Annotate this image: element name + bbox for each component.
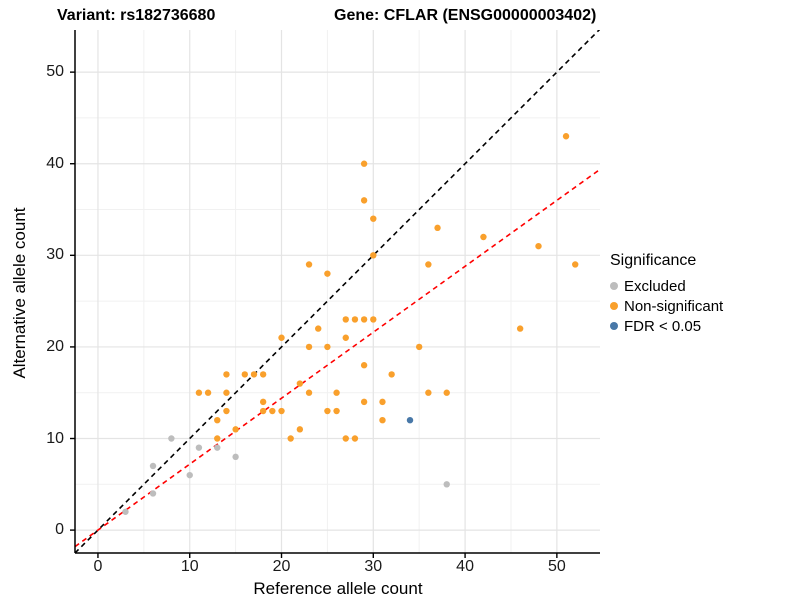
data-point-non-significant [241, 371, 248, 378]
data-point-non-significant [333, 389, 340, 396]
data-point-non-significant [259, 407, 267, 415]
y-tick-label: 20 [46, 337, 64, 355]
x-tick-label: 50 [547, 558, 566, 575]
data-point-excluded [195, 444, 203, 451]
legend-item-excluded: Excluded [610, 276, 723, 296]
legend-label-excluded: Excluded [624, 277, 686, 295]
excluded-dot-icon [610, 282, 618, 290]
data-point-non-significant [370, 252, 377, 259]
data-point-excluded [186, 471, 193, 479]
y-tick-label: 10 [46, 429, 64, 447]
data-point-non-significant [360, 362, 368, 369]
data-point-excluded [122, 508, 129, 515]
legend-label-fdr: FDR < 0.05 [624, 317, 702, 335]
data-point-non-significant [287, 435, 294, 442]
data-point-non-significant [379, 398, 386, 406]
data-point-non-significant [480, 233, 487, 241]
data-point-non-significant [562, 133, 570, 140]
data-point-non-significant [214, 435, 221, 442]
legend: Significance Excluded Non-significant FD… [610, 252, 723, 336]
data-point-non-significant [305, 343, 313, 351]
data-point-non-significant [379, 416, 386, 424]
data-point-excluded [214, 444, 221, 451]
data-point-non-significant [223, 407, 230, 415]
y-axis-title: Alternative allele count [10, 207, 29, 379]
data-point-non-significant [204, 389, 212, 396]
data-point-excluded [149, 490, 157, 497]
data-point-non-significant [351, 435, 359, 442]
data-point-non-significant [425, 389, 432, 396]
data-point-non-significant [370, 316, 377, 323]
data-point-non-significant [250, 371, 258, 378]
data-point-non-significant [324, 343, 331, 351]
non-significant-dot-icon [610, 302, 618, 310]
y-tick-label: 40 [46, 154, 64, 172]
data-point-non-significant [415, 343, 423, 351]
data-point-non-significant [351, 316, 359, 323]
data-point-non-significant [324, 407, 331, 415]
y-tick-label: 30 [46, 246, 64, 264]
x-tick-label: 10 [180, 558, 199, 575]
variant-title: Variant: rs182736680 [57, 7, 216, 24]
data-point-excluded [168, 435, 175, 442]
data-point-fdr-0-05 [406, 416, 414, 424]
x-tick-label: 40 [456, 558, 474, 575]
data-point-non-significant [333, 407, 340, 415]
data-point-non-significant [315, 325, 322, 332]
data-point-non-significant [232, 426, 239, 433]
y-tick-label: 0 [55, 521, 64, 539]
data-point-non-significant [305, 389, 313, 396]
data-point-non-significant [278, 407, 285, 415]
data-point-non-significant [259, 371, 267, 378]
data-point-non-significant [305, 261, 313, 268]
data-point-non-significant [443, 389, 450, 396]
legend-title: Significance [610, 252, 697, 269]
data-point-non-significant [425, 261, 432, 268]
data-point-excluded [149, 462, 157, 470]
legend-label-non-significant: Non-significant [624, 297, 724, 315]
data-point-non-significant [535, 242, 542, 250]
data-point-non-significant [360, 398, 368, 406]
data-point-non-significant [434, 224, 441, 232]
data-point-non-significant [195, 389, 203, 396]
x-tick-label: 30 [364, 558, 383, 575]
fit-line [75, 168, 600, 548]
data-point-non-significant [214, 416, 221, 424]
data-point-non-significant [223, 389, 230, 396]
data-point-non-significant [388, 371, 395, 378]
fdr-dot-icon [610, 322, 618, 330]
data-point-non-significant [342, 316, 349, 323]
data-point-non-significant [370, 215, 377, 222]
data-point-non-significant [259, 398, 267, 406]
x-tick-label: 20 [272, 558, 291, 575]
data-point-non-significant [516, 325, 524, 332]
identity-line [75, 30, 600, 553]
x-tick-label: 0 [93, 558, 103, 575]
x-axis-title: Reference allele count [253, 579, 423, 598]
data-point-non-significant [360, 316, 368, 323]
legend-item-non-significant: Non-significant [610, 296, 723, 316]
data-point-excluded [443, 481, 450, 488]
y-tick-label: 50 [46, 63, 64, 81]
data-point-non-significant [296, 426, 304, 433]
data-point-non-significant [572, 261, 579, 268]
data-point-non-significant [296, 380, 304, 387]
gene-title: Gene: CFLAR (ENSG00000003402) [334, 7, 597, 24]
data-point-non-significant [278, 334, 285, 341]
data-point-non-significant [324, 270, 331, 277]
data-point-non-significant [360, 160, 368, 167]
data-point-non-significant [269, 407, 276, 415]
legend-item-fdr: FDR < 0.05 [610, 316, 723, 336]
data-point-non-significant [342, 334, 349, 341]
data-point-non-significant [360, 197, 368, 204]
data-point-non-significant [342, 435, 349, 442]
data-point-non-significant [223, 371, 230, 378]
data-point-excluded [232, 453, 239, 461]
